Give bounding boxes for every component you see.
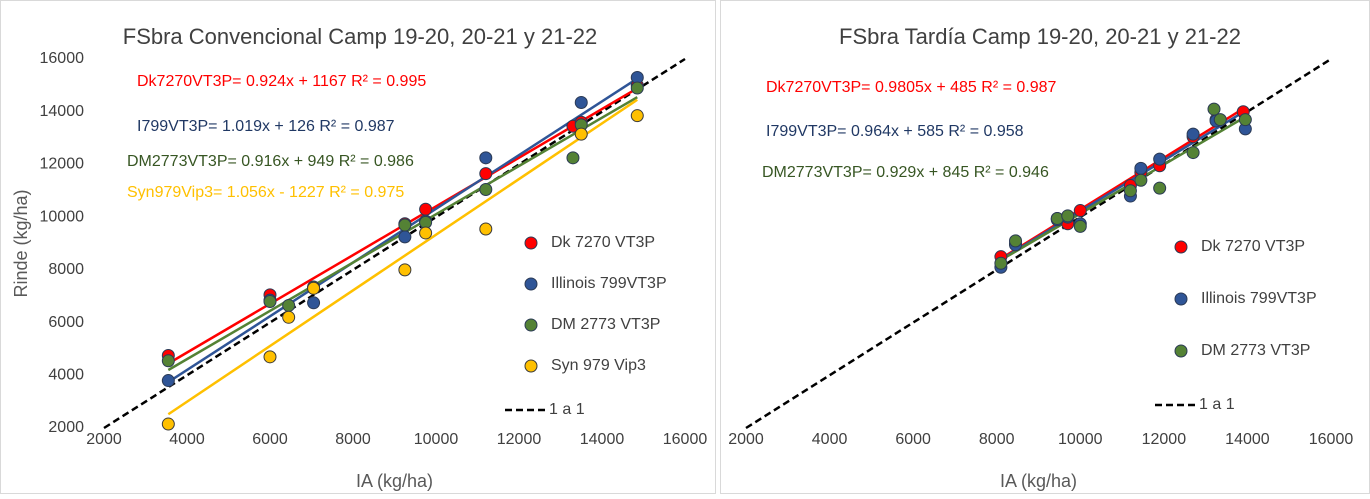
x-tick-label: 6000: [895, 431, 931, 448]
data-point: [479, 167, 493, 181]
chart-frame: [720, 0, 1370, 494]
data-point: [1238, 113, 1252, 127]
legend-label: 1 a 1: [1199, 396, 1235, 413]
y-tick-label: 10000: [40, 208, 85, 225]
legend-label: Syn 979 Vip3: [551, 357, 646, 374]
x-tick-label: 8000: [979, 431, 1015, 448]
data-point: [479, 151, 493, 165]
legend-label: Illinois 799VT3P: [551, 275, 667, 292]
legend-marker: [524, 359, 538, 373]
reference-line: [745, 57, 1332, 430]
data-point: [161, 417, 175, 431]
data-point: [282, 298, 296, 312]
x-tick-label: 6000: [252, 431, 288, 448]
x-tick-label: 12000: [1142, 431, 1187, 448]
trend-equation: Syn979Vip3= 1.056x - 1227 R² = 0.975: [127, 184, 404, 201]
x-tick-label: 10000: [414, 431, 459, 448]
data-point: [574, 127, 588, 141]
legend-marker: [1174, 344, 1188, 358]
trend-equation: DM2773VT3P= 0.929x + 845 R² = 0.946: [762, 164, 1049, 181]
y-tick-label: 8000: [48, 261, 84, 278]
y-tick-label: 6000: [48, 314, 84, 331]
legend-marker: [1174, 292, 1188, 306]
x-tick-label: 14000: [1225, 431, 1270, 448]
legend-label: DM 2773 VT3P: [1201, 342, 1310, 359]
data-point: [1153, 152, 1167, 166]
trend-equation: I799VT3P= 1.019x + 126 R² = 0.987: [137, 118, 395, 135]
y-tick-label: 16000: [40, 50, 85, 67]
legend-label: Dk 7270 VT3P: [551, 234, 655, 251]
x-axis-label: IA (kg/ha): [1000, 471, 1077, 491]
y-axis-label: Rinde (kg/ha): [11, 189, 31, 297]
legend-label: DM 2773 VT3P: [551, 316, 660, 333]
legend-label: Dk 7270 VT3P: [1201, 238, 1305, 255]
data-point: [398, 218, 412, 232]
trend-line: [1000, 115, 1246, 262]
legend-label: 1 a 1: [549, 401, 585, 418]
y-tick-label: 2000: [48, 419, 84, 436]
data-point: [1009, 234, 1023, 248]
y-tick-label: 4000: [48, 367, 84, 384]
data-point: [307, 296, 321, 310]
trend-equation: DM2773VT3P= 0.916x + 949 R² = 0.986: [127, 153, 414, 170]
legend-label: Illinois 799VT3P: [1201, 290, 1317, 307]
data-point: [419, 226, 433, 240]
data-point: [307, 281, 321, 295]
x-tick-label: 10000: [1058, 431, 1103, 448]
data-point: [398, 230, 412, 244]
data-point: [574, 95, 588, 109]
legend-marker: [524, 236, 538, 250]
x-tick-label: 4000: [812, 431, 848, 448]
x-tick-label: 2000: [728, 431, 764, 448]
data-point: [1134, 161, 1148, 175]
data-point: [1073, 204, 1087, 218]
data-point: [630, 81, 644, 95]
data-point: [479, 182, 493, 196]
data-point: [1073, 219, 1087, 233]
data-point: [263, 294, 277, 308]
data-point: [479, 222, 493, 236]
x-tick-label: 16000: [1309, 431, 1354, 448]
data-point: [1213, 113, 1227, 127]
data-point: [1123, 184, 1137, 198]
legend-marker: [1174, 240, 1188, 254]
legend-marker: [524, 277, 538, 291]
data-point: [1134, 173, 1148, 187]
chart-title: FSbra Convencional Camp 19-20, 20-21 y 2…: [123, 24, 598, 49]
data-point: [566, 151, 580, 165]
x-tick-label: 2000: [86, 431, 122, 448]
trend-line: [1000, 109, 1246, 261]
x-axis-label: IA (kg/ha): [356, 471, 433, 491]
reference-line: [103, 57, 686, 430]
data-point: [1186, 127, 1200, 141]
data-point: [398, 263, 412, 277]
trend-equation: I799VT3P= 0.964x + 585 R² = 0.958: [766, 123, 1024, 140]
data-point: [263, 350, 277, 364]
data-point: [994, 256, 1008, 270]
x-tick-label: 12000: [497, 431, 542, 448]
data-point: [1207, 102, 1221, 116]
y-tick-label: 12000: [40, 156, 85, 173]
x-tick-label: 4000: [169, 431, 205, 448]
x-tick-label: 14000: [580, 431, 625, 448]
legend-marker: [524, 318, 538, 332]
data-point: [1061, 209, 1075, 223]
data-point: [1153, 181, 1167, 195]
trend-line: [167, 98, 638, 416]
y-tick-label: 14000: [40, 103, 85, 120]
x-tick-label: 16000: [663, 431, 708, 448]
data-point: [161, 374, 175, 388]
trend-equation: Dk7270VT3P= 0.924x + 1167 R² = 0.995: [137, 73, 426, 90]
data-point: [1186, 146, 1200, 160]
x-tick-label: 8000: [335, 431, 371, 448]
chart-title: FSbra Tardía Camp 19-20, 20-21 y 21-22: [839, 24, 1241, 49]
data-point: [630, 109, 644, 123]
trend-equation: Dk7270VT3P= 0.9805x + 485 R² = 0.987: [766, 79, 1057, 96]
data-point: [419, 202, 433, 216]
data-point: [161, 354, 175, 368]
data-point: [282, 310, 296, 324]
chart-frame: [0, 0, 716, 494]
